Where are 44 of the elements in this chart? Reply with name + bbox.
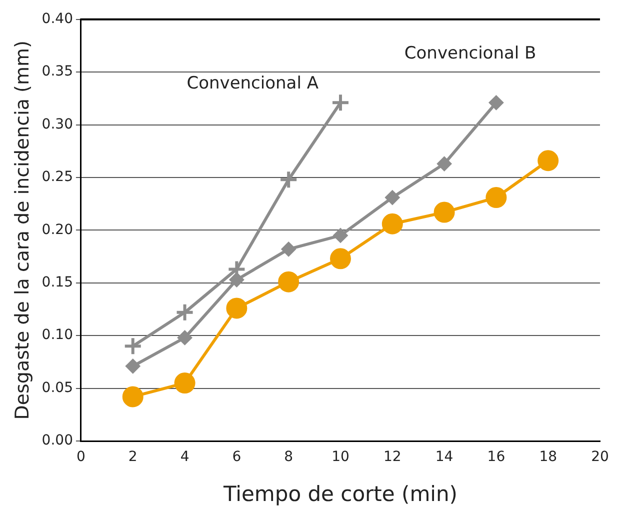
y-tick-label: 0.25 xyxy=(42,169,73,186)
point xyxy=(384,190,400,206)
x-tick-label: 0 xyxy=(76,449,86,466)
x-tick-label: 16 xyxy=(487,449,506,466)
y-tick-label: 0.10 xyxy=(42,327,73,344)
y-axis-title: Desgaste de la cara de incidencia (mm) xyxy=(11,40,34,420)
x-tick-label: 18 xyxy=(539,449,558,466)
point xyxy=(330,248,351,270)
point xyxy=(174,372,196,394)
text: Convencional B xyxy=(404,44,536,64)
x-tick-label: 20 xyxy=(591,449,609,466)
y-tick-label: 0.05 xyxy=(42,380,73,396)
y-tick-label: 0.20 xyxy=(42,222,73,238)
point xyxy=(278,271,300,292)
x-tick-label: 10 xyxy=(332,449,350,466)
x-tick-label: 2 xyxy=(128,449,138,466)
point xyxy=(279,170,298,190)
x-axis-title: Tiempo de corte (min) xyxy=(222,482,458,506)
point xyxy=(281,242,296,257)
y-tick-label: 0.00 xyxy=(42,432,73,449)
x-tick-label: 8 xyxy=(284,449,294,466)
point xyxy=(123,336,142,356)
point xyxy=(332,228,348,243)
x-tick-label: 12 xyxy=(383,449,402,466)
y-tick-label: 0.15 xyxy=(42,274,73,291)
point xyxy=(382,213,403,234)
point xyxy=(122,386,144,408)
x-tick-label: 4 xyxy=(180,449,190,466)
point xyxy=(538,150,559,172)
point xyxy=(175,302,194,322)
y-tick-label: 0.35 xyxy=(42,64,73,80)
point xyxy=(486,187,507,208)
x-tick-label: 14 xyxy=(435,449,454,466)
point xyxy=(436,156,452,172)
point xyxy=(177,330,192,346)
y-tick-label: 0.30 xyxy=(42,116,73,132)
y-tick-label: 0.40 xyxy=(42,11,73,28)
point xyxy=(434,202,455,223)
point xyxy=(488,95,504,110)
series-label: Convencional A xyxy=(186,74,319,94)
point xyxy=(125,358,140,374)
x-tick-label: 6 xyxy=(232,449,242,466)
point xyxy=(330,93,350,112)
point xyxy=(226,298,248,319)
